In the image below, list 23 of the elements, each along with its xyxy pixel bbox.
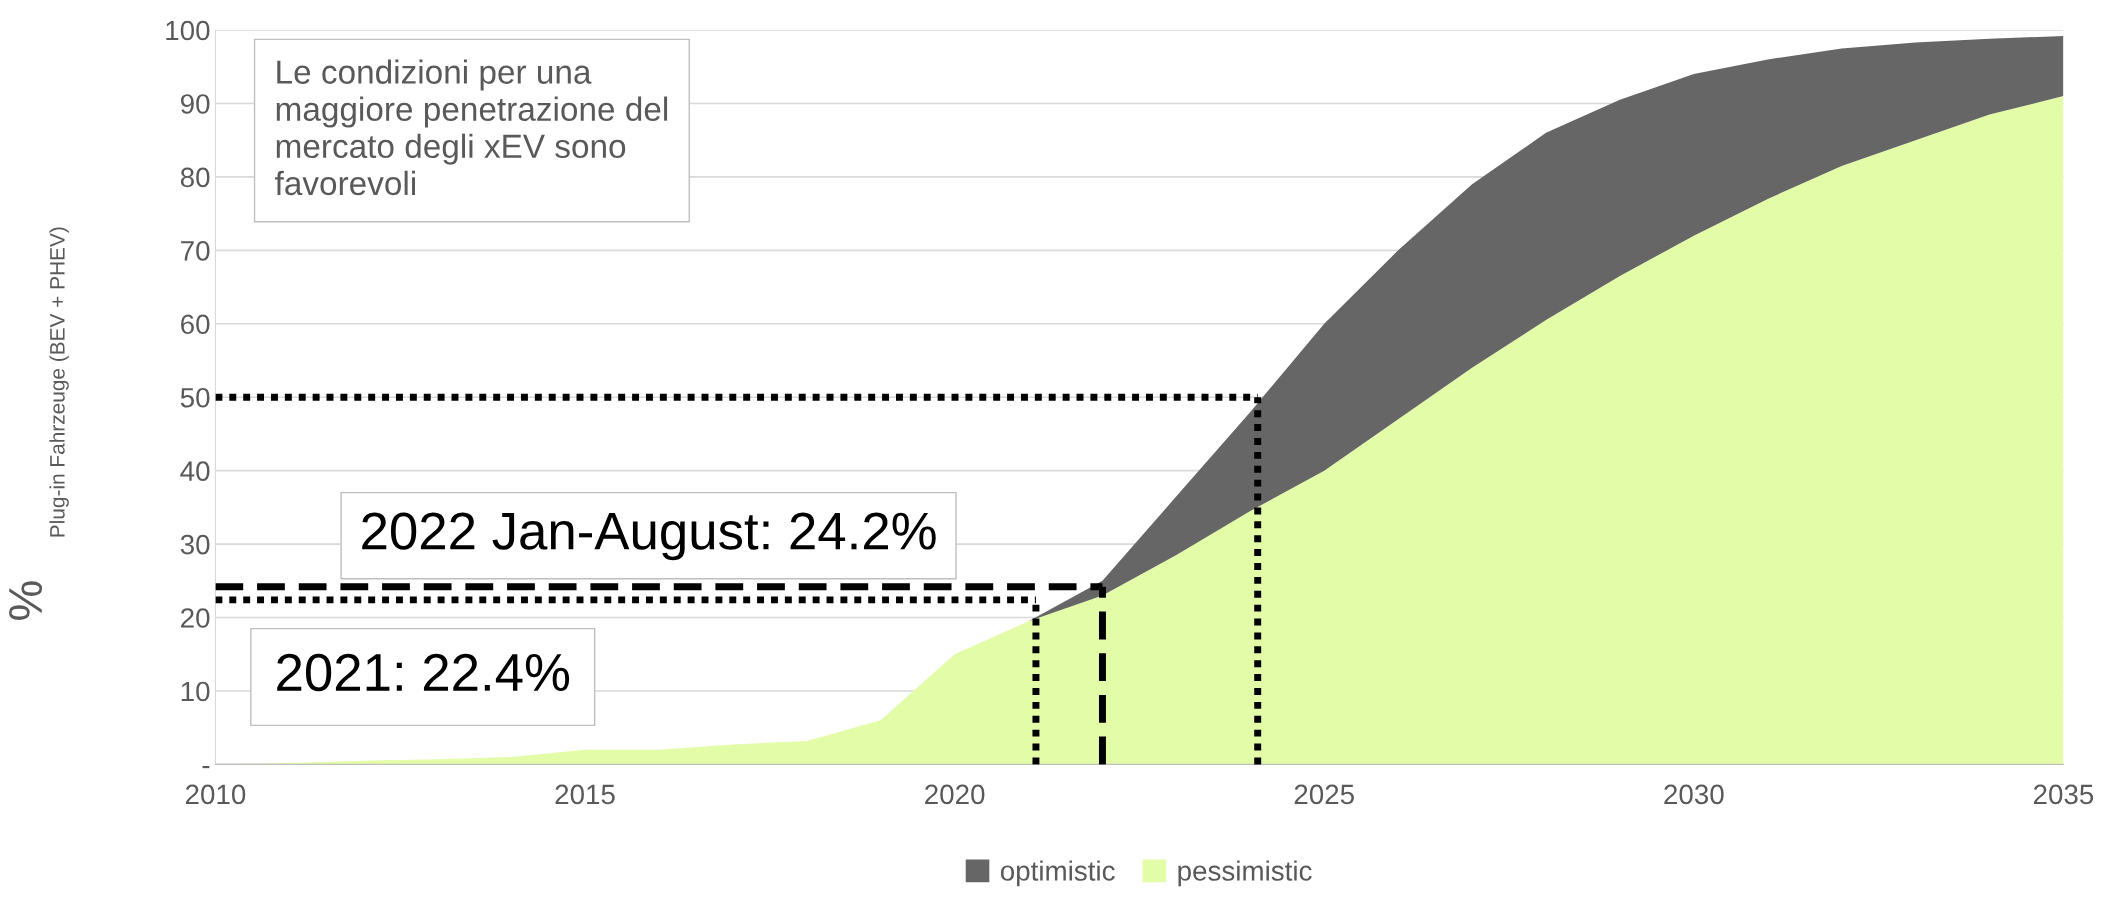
y-tick-label: 10	[181, 681, 210, 702]
y-tick-label: 100	[166, 20, 210, 41]
annotation: Le condizioni per una maggiore penetrazione del mercato degli xEV sono favorevoli	[275, 59, 668, 196]
y-tick-label: 20	[181, 608, 210, 628]
x-tick-label: 2035	[2033, 784, 2094, 805]
y-axis-title: % Plug-in Fahrzeuge (BEV + PHEV)	[9, 227, 69, 620]
y-tick-label: 40	[180, 461, 210, 481]
y-tick-label: 60	[181, 314, 210, 335]
y-tick-label: 30	[180, 534, 210, 555]
ref-line-label: 2021: 22.4%	[277, 653, 570, 692]
x-tick-label: 2015	[555, 784, 615, 805]
x-tick-label: 2025	[1294, 784, 1354, 805]
y-tick-label: -	[202, 766, 210, 769]
y-tick-label: 70	[181, 241, 210, 261]
ref-line-label: 2022 Jan-August: 24.2%	[362, 512, 936, 561]
legend-label: optimistic	[1000, 860, 1115, 887]
y-tick-label: 50	[180, 387, 210, 408]
legend-label: pessimistic	[1178, 860, 1312, 887]
y-tick-label: 80	[180, 167, 210, 188]
x-tick-label: 2010	[185, 784, 246, 805]
y-tick-label: 90	[180, 94, 210, 114]
x-tick-label: 2020	[925, 784, 985, 805]
x-tick-label: 2030	[1664, 784, 1724, 805]
